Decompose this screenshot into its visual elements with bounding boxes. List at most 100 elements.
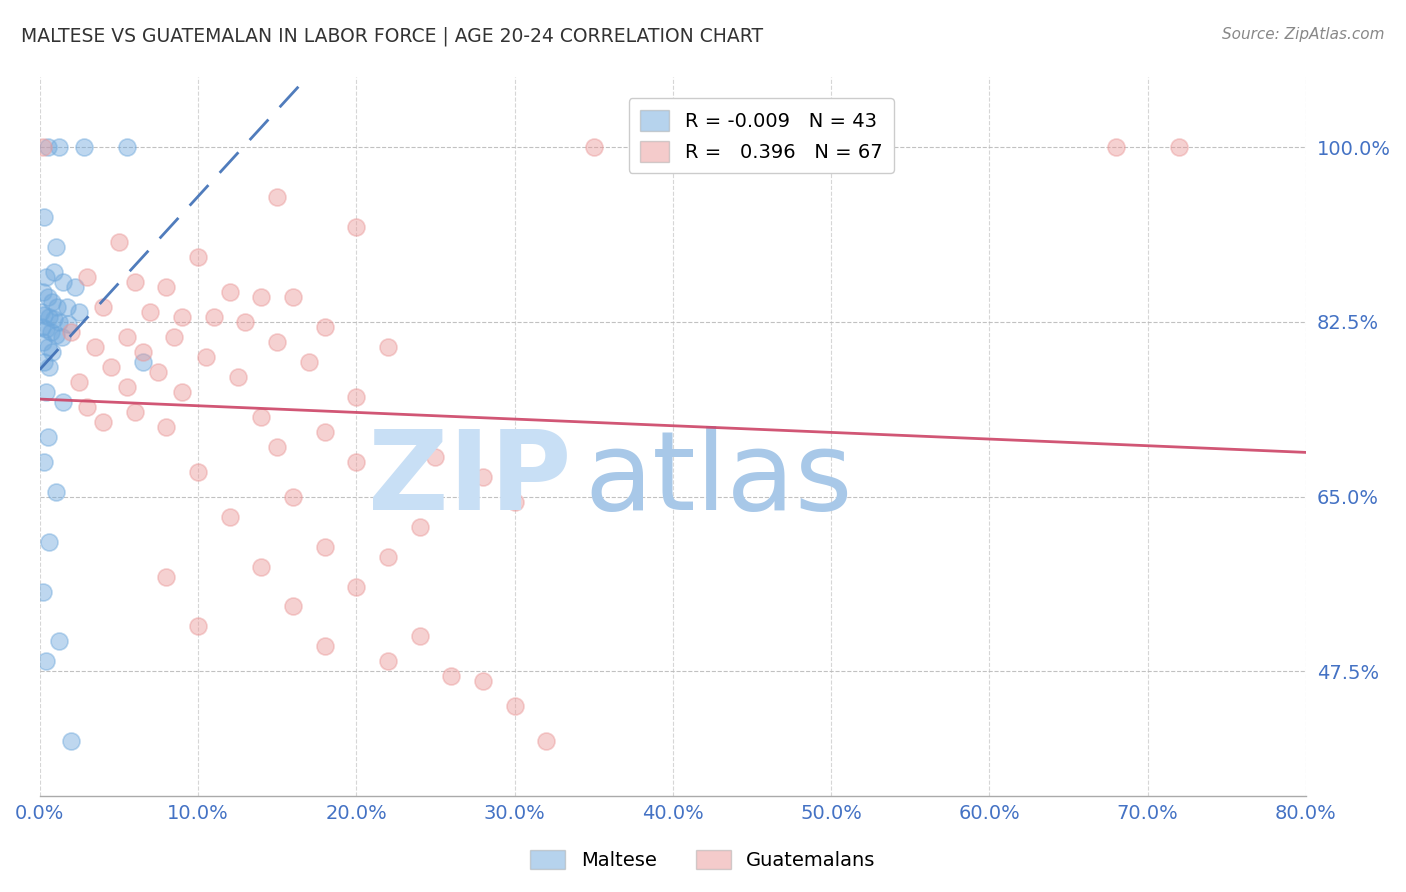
Point	[226, 370, 249, 384]
Point	[218, 509, 240, 524]
Point	[38, 359, 60, 374]
Point	[314, 320, 336, 334]
Point	[194, 350, 217, 364]
Point	[41, 295, 63, 310]
Point	[37, 430, 59, 444]
Point	[250, 409, 273, 424]
Point	[44, 484, 66, 499]
Point	[76, 270, 98, 285]
Point	[31, 140, 53, 154]
Point	[42, 265, 65, 279]
Point	[60, 734, 83, 748]
Point	[46, 300, 69, 314]
Point	[281, 599, 304, 614]
Point	[266, 440, 288, 454]
Point	[44, 240, 66, 254]
Point	[155, 280, 177, 294]
Point	[37, 140, 59, 154]
Legend: R = -0.009   N = 43, R =   0.396   N = 67: R = -0.009 N = 43, R = 0.396 N = 67	[628, 98, 894, 173]
Point	[115, 380, 138, 394]
Point	[100, 359, 122, 374]
Text: ZIP: ZIP	[368, 426, 571, 533]
Point	[91, 300, 114, 314]
Point	[31, 334, 53, 349]
Text: atlas: atlas	[583, 426, 852, 533]
Text: Source: ZipAtlas.com: Source: ZipAtlas.com	[1222, 27, 1385, 42]
Point	[35, 654, 58, 668]
Point	[38, 310, 60, 324]
Point	[34, 210, 56, 224]
Point	[48, 315, 70, 329]
Point	[187, 250, 209, 264]
Point	[344, 455, 367, 469]
Point	[266, 334, 288, 349]
Point	[44, 328, 66, 343]
Point	[35, 384, 58, 399]
Point	[314, 640, 336, 654]
Point	[52, 275, 75, 289]
Point	[124, 405, 146, 419]
Point	[187, 465, 209, 479]
Point	[35, 270, 58, 285]
Point	[63, 280, 86, 294]
Point	[84, 340, 107, 354]
Point	[1105, 140, 1128, 154]
Point	[31, 285, 53, 299]
Point	[250, 559, 273, 574]
Point	[344, 390, 367, 404]
Legend: Maltese, Guatemalans: Maltese, Guatemalans	[523, 842, 883, 878]
Point	[37, 340, 59, 354]
Point	[266, 190, 288, 204]
Point	[471, 469, 494, 483]
Point	[115, 140, 138, 154]
Point	[471, 674, 494, 689]
Point	[73, 140, 96, 154]
Point	[218, 285, 240, 299]
Point	[34, 308, 56, 322]
Point	[377, 549, 399, 564]
Point	[52, 395, 75, 409]
Point	[425, 450, 447, 464]
Point	[139, 305, 162, 319]
Point	[408, 629, 430, 643]
Point	[67, 305, 90, 319]
Point	[163, 330, 186, 344]
Point	[377, 654, 399, 668]
Point	[42, 312, 65, 326]
Point	[30, 305, 52, 319]
Point	[377, 340, 399, 354]
Point	[48, 634, 70, 648]
Point	[503, 699, 526, 714]
Point	[67, 375, 90, 389]
Point	[148, 365, 170, 379]
Point	[314, 540, 336, 554]
Point	[60, 325, 83, 339]
Point	[440, 669, 463, 683]
Point	[115, 330, 138, 344]
Point	[48, 140, 70, 154]
Point	[281, 290, 304, 304]
Point	[534, 734, 557, 748]
Point	[37, 290, 59, 304]
Point	[76, 400, 98, 414]
Point	[187, 619, 209, 633]
Point	[34, 455, 56, 469]
Point	[131, 355, 153, 369]
Point	[34, 355, 56, 369]
Text: MALTESE VS GUATEMALAN IN LABOR FORCE | AGE 20-24 CORRELATION CHART: MALTESE VS GUATEMALAN IN LABOR FORCE | A…	[21, 27, 763, 46]
Point	[51, 330, 73, 344]
Point	[31, 584, 53, 599]
Point	[108, 235, 131, 249]
Point	[155, 419, 177, 434]
Point	[172, 384, 194, 399]
Point	[582, 140, 605, 154]
Point	[56, 317, 79, 331]
Point	[91, 415, 114, 429]
Point	[503, 494, 526, 508]
Point	[131, 345, 153, 359]
Point	[344, 220, 367, 235]
Point	[281, 490, 304, 504]
Point	[124, 275, 146, 289]
Point	[408, 519, 430, 533]
Point	[155, 569, 177, 583]
